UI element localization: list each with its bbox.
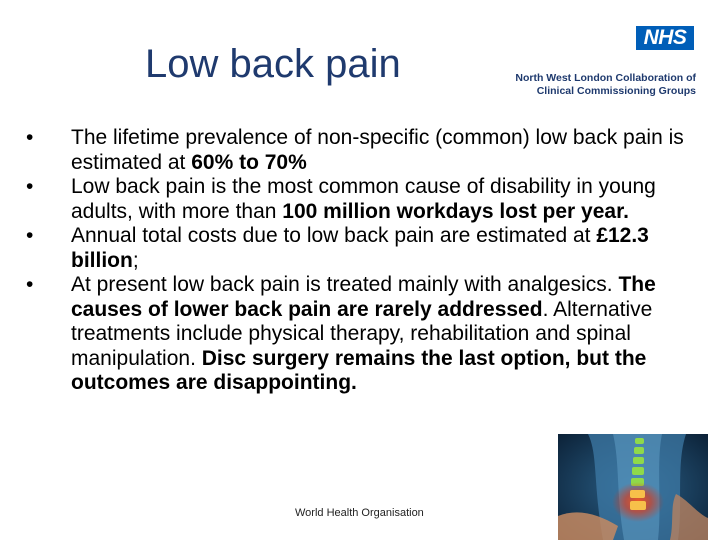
bullet-text: Low back pain is the most common cause o… [71,175,656,223]
bullet-text: . Alternative treatments include physica… [71,297,653,370]
bullet-dot-icon: • [26,126,34,149]
footer-source: World Health Organisation [295,507,424,519]
bullet-text: Annual total costs due to low back pain … [71,224,597,247]
bullet-text: ; [132,248,139,272]
bullet-emphasis: 100 million workdays lost per year. [282,199,629,223]
bullet-emphasis: The causes of lower back pain are rarely… [71,273,656,321]
org-name-line-2: Clinical Commissioning Groups [536,85,696,97]
slide-title: Low back pain [145,42,401,86]
bullet-text: At present low back pain is treated main… [71,273,619,296]
bullet-emphasis: Disc surgery remains the last option, bu… [71,346,647,395]
bullet-item: • The lifetime prevalence of non-specifi… [26,126,696,175]
bullet-text: The lifetime prevalence of non-specific … [71,126,684,174]
org-name-line-1: North West London Collaboration of [515,72,696,84]
bullet-item: • At present low back pain is treated ma… [26,273,696,396]
bullet-item: • Annual total costs due to low back pai… [26,224,696,273]
bullet-emphasis: £12.3 billion [71,224,649,272]
nhs-logo: NHS [636,26,694,50]
spine-back-pain-image [558,434,708,540]
bullet-dot-icon: • [26,224,34,247]
bullet-dot-icon: • [26,273,34,296]
bullet-item: • Low back pain is the most common cause… [26,175,696,224]
bullet-list: • The lifetime prevalence of non-specifi… [26,126,696,396]
bullet-emphasis: 60% to 70% [191,150,307,174]
bullet-dot-icon: • [26,175,34,198]
